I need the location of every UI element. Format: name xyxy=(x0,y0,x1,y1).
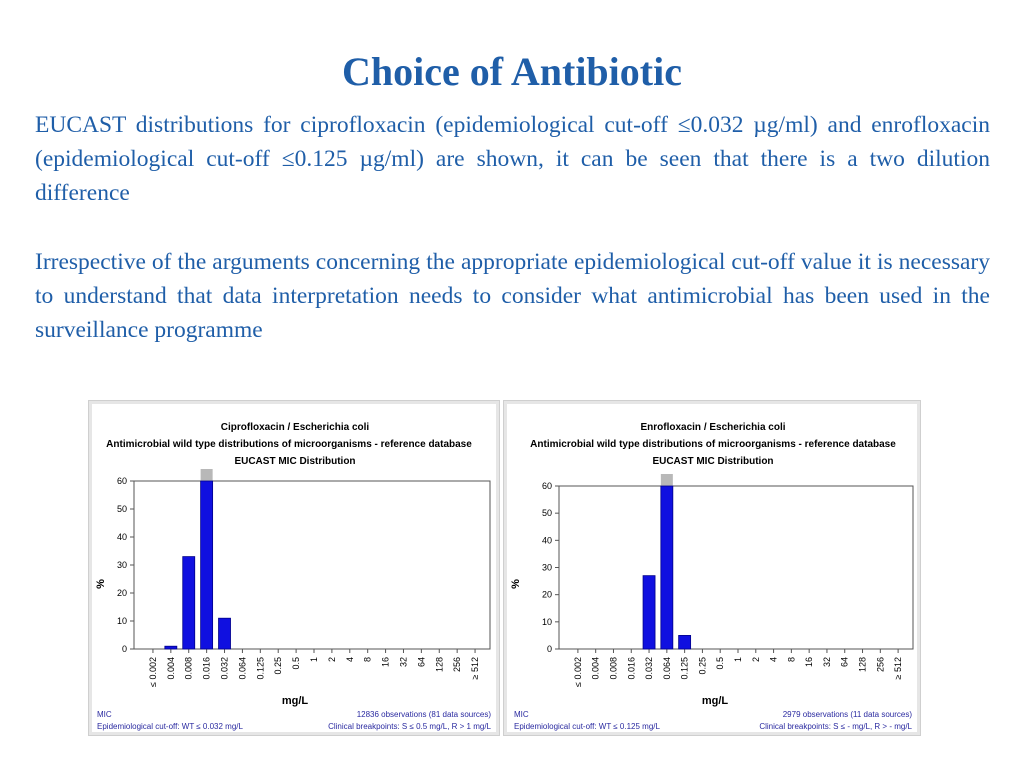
x-tick-label: 0.008 xyxy=(608,657,618,680)
plot-area xyxy=(558,485,914,650)
footer-observations: 2979 observations (11 data sources) xyxy=(783,710,913,719)
x-tick-label: 2 xyxy=(327,657,337,662)
x-tick-label: 0.125 xyxy=(680,657,690,680)
x-tick-label: 4 xyxy=(769,657,779,662)
chart-enrofloxacin: Enrofloxacin / Escherichia coli Antimicr… xyxy=(510,422,914,731)
y-tick-label: 10 xyxy=(542,617,552,627)
y-tick-label: 40 xyxy=(117,532,127,542)
chart-title: Enrofloxacin / Escherichia coli xyxy=(640,422,785,433)
y-tick-label: 50 xyxy=(542,508,552,518)
x-tick-label: 0.032 xyxy=(220,657,230,680)
footer-mic: MIC xyxy=(514,710,529,719)
y-tick-label: 40 xyxy=(542,535,552,545)
x-tick-label: 8 xyxy=(786,657,796,662)
x-tick-label: 8 xyxy=(363,657,373,662)
x-tick-label: 256 xyxy=(875,657,885,672)
bar xyxy=(218,617,231,650)
bar xyxy=(182,556,196,650)
paragraph-eucast: EUCAST distributions for ciprofloxacin (… xyxy=(35,112,990,206)
x-tick-label: 128 xyxy=(434,657,444,672)
footer-cutoff: Epidemiological cut-off: WT ≤ 0.032 mg/L xyxy=(97,722,243,731)
y-tick-label: 30 xyxy=(117,560,127,570)
x-tick-label: 16 xyxy=(804,657,814,667)
footer-cutoff: Epidemiological cut-off: WT ≤ 0.125 mg/L xyxy=(514,722,660,731)
y-tick-label: 0 xyxy=(122,644,127,654)
x-tick-label: 4 xyxy=(345,657,355,662)
paragraph-interpretation: Irrespective of the arguments concerning… xyxy=(35,249,990,343)
x-tick-label: 16 xyxy=(381,657,391,667)
x-tick-label: 0.125 xyxy=(255,657,265,680)
footer-mic: MIC xyxy=(97,710,112,719)
chart-subtitle: Antimicrobial wild type distributions of… xyxy=(530,439,896,450)
chart-subtitle-mic: EUCAST MIC Distribution xyxy=(234,456,355,467)
y-tick-label: 20 xyxy=(117,588,127,598)
y-axis-label: % xyxy=(95,579,107,589)
x-tick-label: 0.008 xyxy=(184,657,194,680)
bar xyxy=(678,635,692,650)
chart-title: Ciprofloxacin / Escherichia coli xyxy=(221,422,370,433)
x-tick-label: 0.25 xyxy=(273,657,283,675)
x-tick-label: 32 xyxy=(822,657,832,667)
chart-panel-enrofloxacin: Enrofloxacin / Escherichia coli Antimicr… xyxy=(503,400,921,736)
x-tick-label: 0.25 xyxy=(697,657,707,675)
y-tick-label: 20 xyxy=(542,590,552,600)
bar xyxy=(642,575,656,650)
y-tick-label: 60 xyxy=(542,481,552,491)
y-tick-label: 10 xyxy=(117,616,127,626)
x-axis-label: mg/L xyxy=(282,695,309,707)
y-tick-label: 60 xyxy=(117,476,127,486)
x-tick-label: ≥ 512 xyxy=(470,657,480,679)
x-tick-label: 0.016 xyxy=(202,657,212,680)
footer-breakpoints: Clinical breakpoints: S ≤ 0.5 mg/L, R > … xyxy=(328,722,491,731)
x-tick-label: ≥ 512 xyxy=(893,657,903,679)
x-axis-label: mg/L xyxy=(702,695,729,707)
y-tick-label: 0 xyxy=(547,644,552,654)
x-tick-label: 0.064 xyxy=(237,657,247,680)
bar xyxy=(164,645,178,650)
y-axis-label: % xyxy=(510,579,522,589)
chart-panel-ciprofloxacin: Ciprofloxacin / Escherichia coli Antimic… xyxy=(88,400,500,736)
bar-overflow-indicator xyxy=(660,474,673,486)
x-tick-label: 128 xyxy=(858,657,868,672)
x-tick-label: 1 xyxy=(309,657,319,662)
x-tick-label: ≤ 0.002 xyxy=(573,657,583,687)
x-tick-label: 0.004 xyxy=(166,657,176,680)
x-tick-label: 2 xyxy=(751,657,761,662)
slide-title: Choice of Antibiotic xyxy=(342,49,682,94)
x-tick-label: ≤ 0.002 xyxy=(148,657,158,687)
y-tick-label: 50 xyxy=(117,504,127,514)
x-tick-label: 0.032 xyxy=(644,657,654,680)
chart-subtitle-mic: EUCAST MIC Distribution xyxy=(652,456,773,467)
x-tick-label: 64 xyxy=(416,657,426,667)
footer-breakpoints: Clinical breakpoints: S ≤ - mg/L, R > - … xyxy=(759,722,912,731)
bar xyxy=(660,485,674,650)
bar xyxy=(200,480,214,650)
bar-overflow-indicator xyxy=(200,469,213,481)
chart-subtitle: Antimicrobial wild type distributions of… xyxy=(106,439,472,450)
x-tick-label: 0.004 xyxy=(591,657,601,680)
x-tick-label: 0.016 xyxy=(626,657,636,680)
chart-ciprofloxacin: Ciprofloxacin / Escherichia coli Antimic… xyxy=(95,422,492,731)
x-tick-label: 1 xyxy=(733,657,743,662)
y-tick-label: 30 xyxy=(542,563,552,573)
x-tick-label: 256 xyxy=(452,657,462,672)
footer-observations: 12836 observations (81 data sources) xyxy=(357,710,492,719)
x-tick-label: 0.064 xyxy=(662,657,672,680)
x-tick-label: 32 xyxy=(398,657,408,667)
x-tick-label: 64 xyxy=(840,657,850,667)
x-tick-label: 0.5 xyxy=(291,657,301,670)
x-tick-label: 0.5 xyxy=(715,657,725,670)
